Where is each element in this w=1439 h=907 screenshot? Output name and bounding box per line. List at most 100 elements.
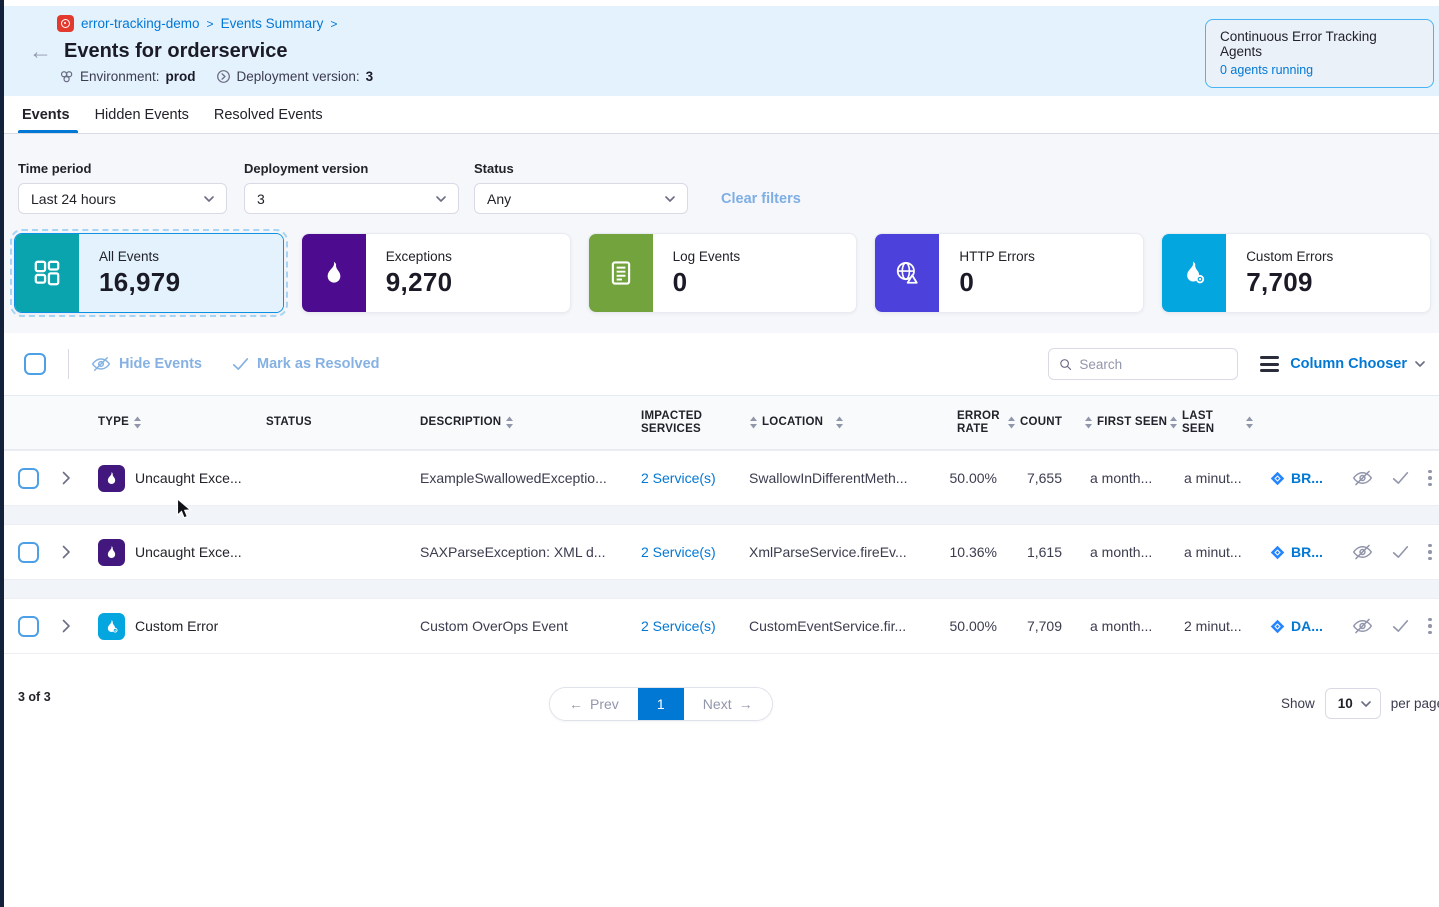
chevron-down-icon[interactable] xyxy=(1415,361,1425,367)
check-icon xyxy=(232,358,249,370)
grid-icon xyxy=(15,234,79,312)
collapsed-nav-edge xyxy=(0,0,4,907)
chevron-right-icon xyxy=(62,471,70,485)
environment-label: Environment: xyxy=(80,69,160,84)
prev-page-button[interactable]: ← Prev xyxy=(550,688,638,720)
deployment-label: Deployment version: xyxy=(236,69,360,84)
breadcrumb-separator: > xyxy=(330,16,338,31)
pagination: ← Prev 1 Next → xyxy=(549,687,773,721)
table-body: Uncaught Exce... ExampleSwallowedExcepti… xyxy=(4,450,1439,654)
sort-icon[interactable] xyxy=(1169,416,1178,429)
ticket-link[interactable]: BR... xyxy=(1254,470,1334,486)
stat-card-all-events[interactable]: All Events 16,979 xyxy=(10,229,288,317)
table-footer: 3 of 3 ← Prev 1 Next → Show 10 per page xyxy=(4,672,1439,726)
stat-card-label: HTTP Errors xyxy=(959,249,1035,264)
breadcrumb: error-tracking-demo > Events Summary > xyxy=(57,15,337,32)
select-all-checkbox[interactable] xyxy=(24,353,46,375)
row-menu-icon[interactable] xyxy=(1428,469,1432,487)
row-expander[interactable] xyxy=(62,471,98,485)
row-menu-icon[interactable] xyxy=(1428,543,1432,561)
stat-cards-row: All Events 16,979 Exceptions 9,270 xyxy=(4,214,1439,317)
column-header-status[interactable]: STATUS xyxy=(266,416,312,428)
row-checkbox[interactable] xyxy=(18,541,39,563)
tab-hidden-events[interactable]: Hidden Events xyxy=(94,106,189,123)
breadcrumb-section-link[interactable]: Events Summary xyxy=(220,16,324,31)
search-icon xyxy=(1060,358,1072,370)
breadcrumb-separator: > xyxy=(206,16,214,31)
stat-card-log-events[interactable]: Log Events 0 xyxy=(587,233,858,313)
column-header-last-seen[interactable]: LAST SEEN xyxy=(1169,410,1254,436)
stat-card-exceptions[interactable]: Exceptions 9,270 xyxy=(300,233,571,313)
description-cell: Custom OverOps Event xyxy=(420,618,568,634)
ticket-link[interactable]: DA... xyxy=(1254,618,1334,634)
table-row[interactable]: Custom Error Custom OverOps Event 2 Serv… xyxy=(4,598,1439,654)
breadcrumb-project-link[interactable]: error-tracking-demo xyxy=(81,16,200,31)
impacted-services-link[interactable]: 2 Service(s) xyxy=(641,470,716,486)
stat-card-value: 9,270 xyxy=(385,267,453,297)
row-resolve-icon[interactable] xyxy=(1392,619,1409,633)
row-hide-icon[interactable] xyxy=(1352,544,1373,560)
column-header-type[interactable]: TYPE xyxy=(98,416,266,429)
sort-icon[interactable] xyxy=(1245,416,1254,429)
mark-resolved-button[interactable]: Mark as Resolved xyxy=(232,356,380,372)
stat-card-custom-errors[interactable]: Custom Errors 7,709 xyxy=(1161,233,1431,313)
next-page-button[interactable]: Next → xyxy=(683,688,772,720)
chevron-right-icon xyxy=(62,545,70,559)
row-checkbox[interactable] xyxy=(18,467,39,489)
agents-running-link[interactable]: 0 agents running xyxy=(1220,63,1314,77)
sort-icon[interactable] xyxy=(1007,416,1016,429)
stat-card-label: Exceptions xyxy=(385,249,452,264)
page-size-select[interactable]: 10 xyxy=(1324,688,1381,719)
column-header-count[interactable]: COUNT xyxy=(1007,416,1084,429)
row-checkbox[interactable] xyxy=(18,615,39,637)
search-input[interactable] xyxy=(1079,356,1228,372)
row-hide-icon[interactable] xyxy=(1352,470,1373,486)
location-cell: XmlParseService.fireEv... xyxy=(749,544,907,560)
ticket-link[interactable]: BR... xyxy=(1254,544,1334,560)
column-chooser-button[interactable]: Column Chooser xyxy=(1290,356,1407,372)
sort-icon[interactable] xyxy=(505,416,514,429)
count-cell: 1,615 xyxy=(1026,544,1062,560)
stat-card-label: All Events xyxy=(99,249,160,264)
hide-events-button[interactable]: Hide Events xyxy=(91,356,202,372)
deployment-version-label: Deployment version xyxy=(244,161,369,176)
row-resolve-icon[interactable] xyxy=(1392,545,1409,559)
deployment-version-select[interactable]: 3 xyxy=(244,183,459,214)
row-menu-icon[interactable] xyxy=(1428,617,1432,635)
column-header-error-rate[interactable]: ERROR RATE xyxy=(957,409,1000,435)
jira-diamond-icon xyxy=(1270,545,1285,559)
ticket-label: DA... xyxy=(1291,618,1323,634)
time-period-select[interactable]: Last 24 hours xyxy=(18,183,227,214)
sort-icon[interactable] xyxy=(1084,416,1093,429)
location-cell: SwallowInDifferentMeth... xyxy=(749,470,908,486)
tab-events[interactable]: Events xyxy=(18,96,78,133)
row-resolve-icon[interactable] xyxy=(1392,471,1409,485)
chevron-down-icon xyxy=(204,195,214,202)
flame-icon xyxy=(301,234,366,312)
column-header-location[interactable]: LOCATION xyxy=(749,416,929,429)
sort-icon[interactable] xyxy=(835,416,844,429)
tab-resolved-events[interactable]: Resolved Events xyxy=(213,106,323,123)
column-header-impacted-services[interactable]: IMPACTED SERVICES xyxy=(641,409,703,435)
status-select[interactable]: Any xyxy=(474,183,688,214)
impacted-services-link[interactable]: 2 Service(s) xyxy=(641,618,716,634)
sort-icon[interactable] xyxy=(133,416,142,429)
row-expander[interactable] xyxy=(62,619,98,633)
table-row[interactable]: Uncaught Exce... SAXParseException: XML … xyxy=(4,524,1439,580)
back-arrow-icon[interactable]: ← xyxy=(29,38,52,64)
sort-icon[interactable] xyxy=(749,416,758,429)
stat-card-http-errors[interactable]: HTTP Errors 0 xyxy=(874,233,1145,313)
arrow-right-icon: → xyxy=(738,696,753,712)
impacted-services-link[interactable]: 2 Service(s) xyxy=(641,544,716,560)
row-hide-icon[interactable] xyxy=(1352,618,1373,634)
column-list-icon[interactable] xyxy=(1260,356,1280,372)
table-row[interactable]: Uncaught Exce... ExampleSwallowedExcepti… xyxy=(4,450,1439,506)
chevron-down-icon xyxy=(1360,700,1371,707)
column-header-first-seen[interactable]: FIRST SEEN xyxy=(1084,416,1169,429)
page-number-button[interactable]: 1 xyxy=(637,688,684,720)
clear-filters-button[interactable]: Clear filters xyxy=(721,191,801,207)
column-header-description[interactable]: DESCRIPTION xyxy=(420,416,641,429)
ticket-label: BR... xyxy=(1291,544,1323,560)
page-header: error-tracking-demo > Events Summary > ←… xyxy=(4,6,1439,96)
row-expander[interactable] xyxy=(62,545,98,559)
